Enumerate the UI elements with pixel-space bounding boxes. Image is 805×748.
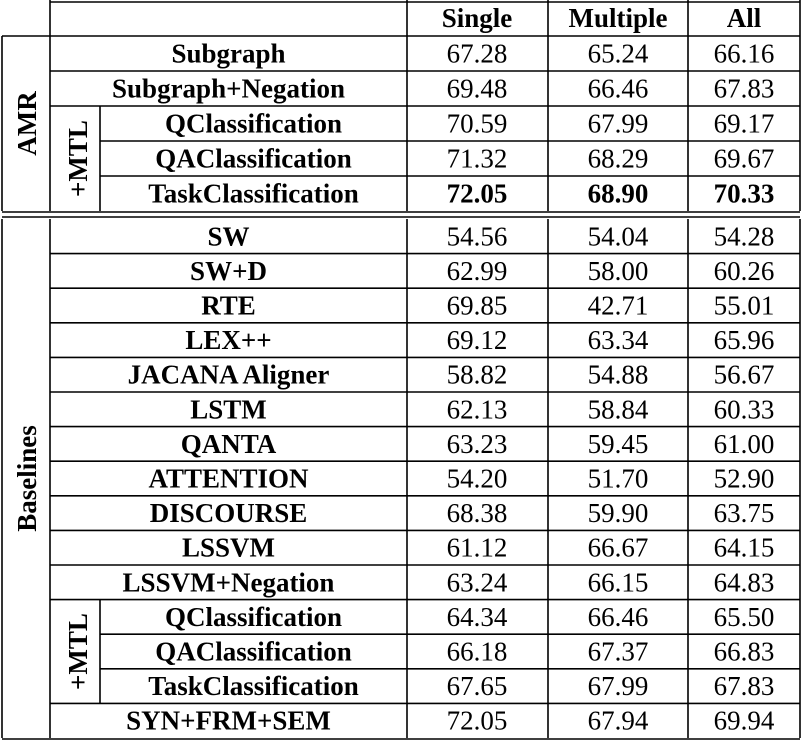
row-name: DISCOURSE	[150, 498, 308, 528]
cell-value: 60.26	[714, 256, 775, 286]
cell-value: 69.48	[447, 74, 508, 104]
cell-value: 58.00	[588, 256, 649, 286]
row-name: LSSVM	[182, 533, 275, 563]
cell-value: 71.32	[447, 144, 508, 174]
row-name: QAClassification	[155, 637, 352, 667]
cell-value: 59.90	[588, 498, 649, 528]
cell-value: 67.83	[714, 74, 775, 104]
cell-value: 54.20	[447, 464, 508, 494]
row-name: SW	[207, 221, 249, 251]
cell-value: 67.99	[588, 109, 649, 139]
cell-value: 67.94	[588, 706, 649, 736]
cell-value: 61.00	[714, 429, 775, 459]
cell-value: 68.90	[588, 179, 649, 209]
row-name: RTE	[201, 291, 256, 321]
group-label: AMR	[12, 91, 42, 156]
cell-value: 70.33	[714, 179, 775, 209]
cell-value: 67.28	[447, 39, 508, 69]
cell-value: 64.83	[714, 567, 775, 597]
cell-value: 66.67	[588, 533, 649, 563]
cell-value: 52.90	[714, 464, 775, 494]
cell-value: 61.12	[447, 533, 508, 563]
column-header: All	[727, 3, 762, 33]
cell-value: 72.05	[447, 706, 508, 736]
column-header: Multiple	[569, 3, 668, 33]
cell-value: 66.16	[714, 39, 775, 69]
cell-value: 72.05	[447, 179, 508, 209]
subgroup-label: +MTL	[63, 120, 93, 197]
row-name: TaskClassification	[148, 179, 359, 209]
cell-value: 70.59	[447, 109, 508, 139]
cell-value: 54.56	[447, 221, 508, 251]
cell-value: 65.24	[588, 39, 649, 69]
cell-value: 59.45	[588, 429, 649, 459]
cell-value: 63.23	[447, 429, 508, 459]
cell-value: 69.94	[714, 706, 775, 736]
cell-value: 54.28	[714, 221, 775, 251]
row-name: JACANA Aligner	[128, 360, 330, 390]
cell-value: 64.34	[447, 602, 508, 632]
cell-value: 66.46	[588, 602, 649, 632]
group-label: Baselines	[12, 425, 42, 532]
cell-value: 54.88	[588, 360, 649, 390]
cell-value: 63.75	[714, 498, 775, 528]
cell-value: 67.37	[588, 637, 649, 667]
cell-value: 64.15	[714, 533, 775, 563]
cell-value: 58.84	[588, 394, 649, 424]
cell-value: 60.33	[714, 394, 775, 424]
cell-value: 51.70	[588, 464, 649, 494]
cell-value: 69.67	[714, 144, 775, 174]
cell-value: 54.04	[588, 221, 649, 251]
cell-value: 56.67	[714, 360, 775, 390]
row-name: QAClassification	[155, 144, 352, 174]
row-name: SYN+FRM+SEM	[126, 706, 331, 736]
cell-value: 58.82	[447, 360, 508, 390]
cell-value: 42.71	[588, 291, 649, 321]
column-header: Single	[442, 3, 513, 33]
cell-value: 68.38	[447, 498, 508, 528]
cell-value: 67.65	[447, 671, 508, 701]
row-name: QANTA	[181, 429, 277, 459]
row-name: LEX++	[185, 325, 271, 355]
cell-value: 63.24	[447, 567, 508, 597]
row-name: QClassification	[165, 109, 342, 139]
cell-value: 69.17	[714, 109, 775, 139]
row-name: Subgraph+Negation	[112, 74, 345, 104]
cell-value: 62.13	[447, 394, 508, 424]
row-name: Subgraph	[171, 39, 285, 69]
cell-value: 65.50	[714, 602, 775, 632]
cell-value: 67.99	[588, 671, 649, 701]
cell-value: 63.34	[588, 325, 649, 355]
cell-value: 55.01	[714, 291, 775, 321]
row-name: ATTENTION	[148, 464, 309, 494]
row-name: LSSVM+Negation	[123, 567, 335, 597]
cell-value: 68.29	[588, 144, 649, 174]
cell-value: 69.12	[447, 325, 508, 355]
subgroup-label: +MTL	[63, 613, 93, 690]
cell-value: 66.15	[588, 567, 649, 597]
row-name: QClassification	[165, 602, 342, 632]
cell-value: 66.83	[714, 637, 775, 667]
cell-value: 67.83	[714, 671, 775, 701]
row-name: LSTM	[190, 394, 267, 424]
cell-value: 66.18	[447, 637, 508, 667]
cell-value: 69.85	[447, 291, 508, 321]
cell-value: 62.99	[447, 256, 508, 286]
row-name: TaskClassification	[148, 671, 359, 701]
cell-value: 65.96	[714, 325, 775, 355]
row-name: SW+D	[190, 256, 267, 286]
cell-value: 66.46	[588, 74, 649, 104]
